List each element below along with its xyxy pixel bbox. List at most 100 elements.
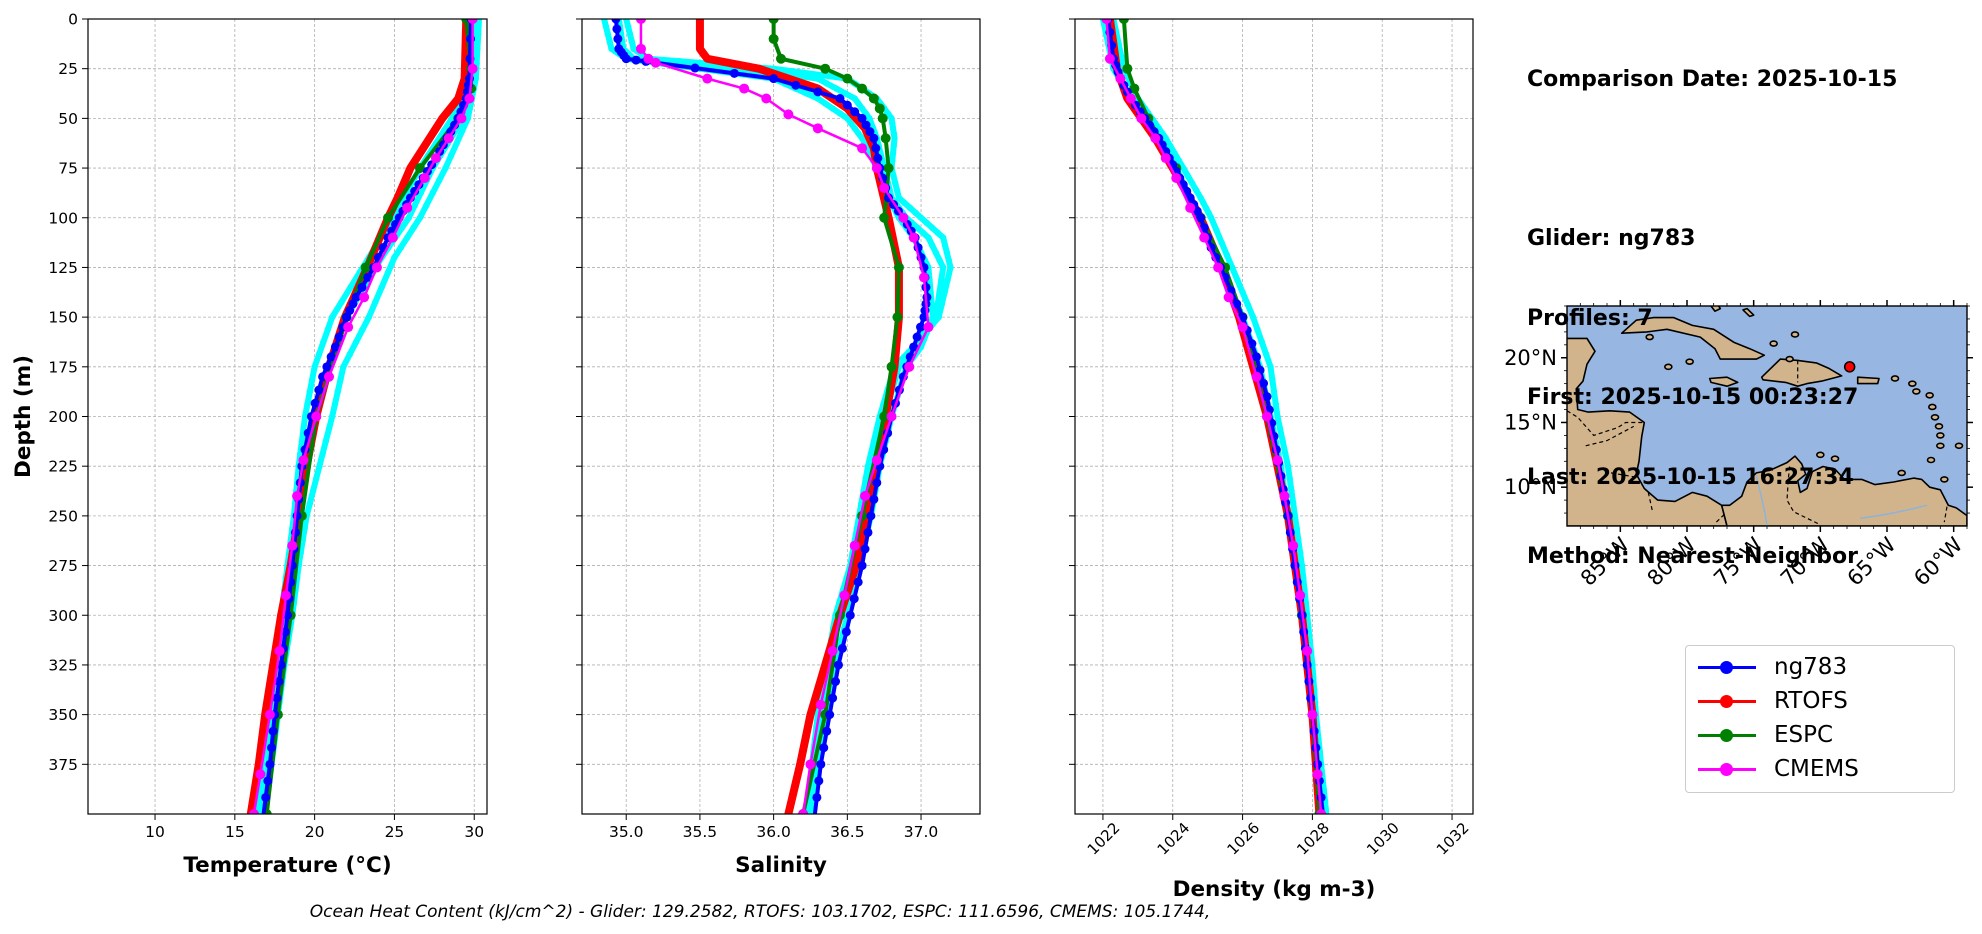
legend-entry-cmems: CMEMS [1698,754,1859,784]
series-point-ng783 [1252,352,1262,362]
glider-profile-point [929,313,937,321]
series-point-ng783 [916,322,926,332]
series-point-ng783 [841,627,851,637]
glider-profile-point [311,363,318,371]
y-tick-label: 375 [48,756,78,774]
series-point-cmems [839,590,850,601]
glider-profile-point [309,487,317,495]
x-tick-label: 1028 [1293,819,1333,859]
glider-profile-point [1223,251,1231,259]
series-point-cmems [1223,292,1234,303]
series-point-ng783 [869,494,879,504]
glider-profile-point [1175,157,1183,164]
series-point-cmems [635,43,646,54]
series-line-cmems [252,19,474,814]
series-point-ng783 [850,107,860,117]
glider-profile-point [626,30,634,38]
river [1860,504,1928,519]
series-point-cmems [1101,19,1112,24]
glider-profile-point [941,241,949,249]
country-border [1610,472,1638,478]
glider-profile-point [888,115,895,122]
glider-profile-point [858,105,866,112]
glider-profile-point [932,249,939,256]
x-tick-label: 15 [225,823,245,841]
series-point-cmems [280,590,291,601]
glider-profile-point [1249,313,1257,321]
glider-profile-point [604,30,611,38]
series-point-cmems [643,53,654,64]
glider-profile-point [1180,164,1187,172]
glider-profile-point [365,313,373,321]
plot-area [1099,19,1330,814]
series-point-espc [892,312,903,323]
series-point-cmems [467,19,478,24]
series-point-ng783 [842,100,852,110]
last-time: Last: 2025-10-15 16:27:34 [1527,464,1854,490]
glider-profile-point [943,249,951,256]
series-point-ng783 [816,759,826,769]
series-point-espc [768,19,779,24]
series-point-cmems [635,19,646,24]
series-point-cmems [387,232,398,243]
series-point-ng783 [267,743,277,753]
glider-profile-point [833,85,840,92]
glider-profile-point [938,276,945,284]
glider-profile-point [416,214,424,221]
glider-profile-point [606,38,613,45]
series-point-ng783 [814,776,824,786]
glider-profile-point [1193,187,1200,194]
x-tick-label: 20 [305,823,325,841]
series-point-ng783 [791,80,801,90]
series-point-cmems [739,83,750,94]
glider-profile-point [1166,142,1174,149]
series-point-ng783 [357,282,367,292]
glider-profile-point [315,351,323,358]
glider-profile-point [602,23,610,30]
series-point-cmems [1104,53,1115,64]
glider-profile-point [1254,326,1261,333]
series-point-ng783 [812,792,822,802]
y-tick-label: 175 [48,358,78,376]
glider-profile-point [1171,149,1178,157]
series-point-cmems [1213,262,1224,273]
series-point-cmems [871,455,882,466]
series-point-cmems [879,182,890,193]
land-puerto-rico [1856,376,1880,385]
y-tick-label: 350 [48,706,78,724]
glider-profile-point [823,80,831,87]
series-point-cmems [1295,590,1306,601]
glider-profile-point [1228,264,1236,271]
glider-profile-point [1290,500,1297,507]
series-point-ng783 [310,398,320,408]
glider-profile-point [858,135,866,142]
land-island [1830,455,1840,463]
glider-profile-point [836,110,844,117]
land-island [1954,442,1964,450]
glider-profile-point [936,289,943,296]
series-point-ng783 [690,63,700,73]
axes-frame [1074,18,1474,815]
series-point-espc [1129,83,1140,94]
series-point-ng783 [845,610,855,620]
y-tick-label: 150 [48,309,78,327]
glider-profile-point [309,376,316,383]
glider-profile-point [320,338,327,346]
plot-area [600,19,954,814]
glider-profile-point [331,400,339,408]
series-point-ng783 [769,74,779,84]
glider-profile-point [935,313,942,321]
glider-profile-point [945,256,952,264]
series-point-ng783 [613,34,623,44]
series-point-cmems [857,143,868,154]
glider-profile-point [807,70,814,77]
x-tick-label: 1026 [1223,819,1263,859]
series-point-ng783 [863,527,873,537]
density-panel: 1022 1024 1026 1028 1030 1032 Density (kg m-3) [1069,18,1474,902]
glider-profile-point [925,234,932,241]
series-point-ng783 [833,660,843,670]
glider-profile-point [322,438,330,445]
glider-profile-point [398,224,406,231]
series-point-cmems [1199,232,1210,243]
series-point-espc [868,93,879,104]
